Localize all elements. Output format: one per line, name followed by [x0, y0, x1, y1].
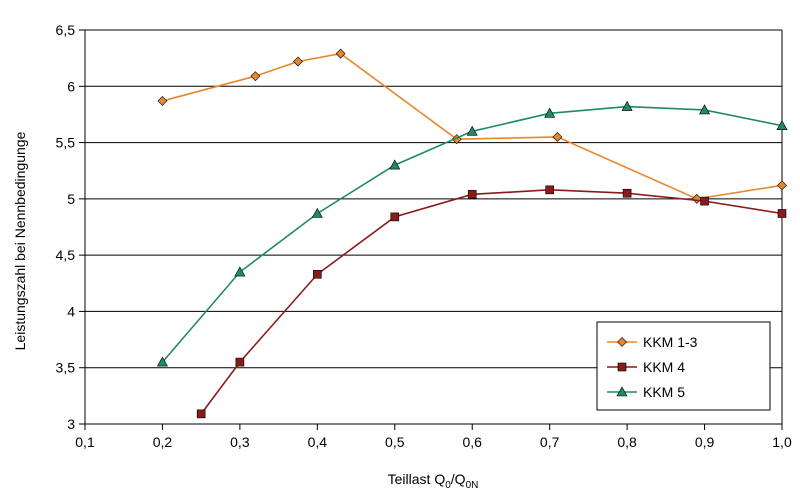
legend-label: KKM 5: [643, 384, 685, 400]
y-tick-label: 3,5: [56, 360, 76, 376]
x-tick-label: 0,3: [230, 434, 250, 450]
data-point: [552, 132, 563, 142]
data-point: [389, 159, 401, 170]
x-axis-title: Teillast Q0/Q0N: [388, 471, 479, 491]
data-point: [466, 125, 478, 136]
y-tick-label: 3: [67, 416, 75, 432]
data-point: [335, 48, 346, 59]
legend-label: KKM 4: [643, 359, 685, 375]
y-tick-label: 6: [67, 78, 75, 94]
x-tick-label: 0,5: [385, 434, 405, 450]
y-tick-label: 4,5: [56, 247, 76, 263]
legend-marker: [616, 386, 628, 397]
data-point: [621, 100, 633, 111]
data-point: [700, 196, 709, 206]
data-point: [250, 71, 261, 82]
data-point: [622, 188, 632, 198]
data-point: [691, 193, 702, 204]
data-point: [293, 56, 303, 67]
data-point: [467, 190, 477, 199]
y-axis-title: Leistungszahl bei Nennbedingunge: [12, 131, 28, 350]
series-3: [156, 100, 788, 367]
data-point: [777, 180, 787, 191]
data-point: [157, 95, 168, 106]
legend-item: KKM 1-3: [607, 334, 698, 350]
data-point: [235, 357, 245, 367]
x-tick-label: 0,6: [462, 434, 482, 450]
series-layer: [156, 48, 788, 419]
y-tick-label: 5: [67, 191, 75, 207]
x-tick-label: 0,1: [75, 434, 95, 450]
y-tick-label: 6,5: [56, 22, 76, 38]
data-point: [544, 107, 556, 118]
legend: KKM 1-3 KKM 4 KKM 5: [596, 321, 771, 411]
legend-item: KKM 5: [607, 384, 685, 400]
x-tick-label: 0,8: [617, 434, 637, 450]
y-tick-label: 5,5: [56, 135, 76, 151]
data-point: [234, 266, 246, 277]
axes: 3 3,5 4 4,5 5 5,5 6 6,5 0,1 0,2 0,3 0,4 0,5 0,6 0,7 0,8…: [56, 22, 792, 450]
data-point: [699, 104, 711, 115]
series-line: [162, 52, 783, 200]
x-tick-label: 0,7: [540, 434, 560, 450]
x-tick-label: 0,4: [308, 434, 328, 450]
series-2: [196, 185, 787, 419]
data-point: [196, 409, 206, 419]
y-tick-label: 4: [67, 303, 75, 319]
x-tick-label: 0,2: [153, 434, 173, 450]
series-1: [157, 48, 787, 204]
legend-marker: [617, 337, 627, 347]
legend-item: KKM 4: [607, 359, 685, 375]
data-point: [390, 212, 400, 222]
legend-marker: [617, 362, 627, 372]
data-point: [311, 207, 323, 218]
data-point: [156, 356, 168, 367]
data-point: [313, 269, 322, 279]
data-point: [776, 120, 788, 130]
gridlines: [85, 29, 782, 425]
x-tick-label: 1,0: [772, 434, 792, 450]
x-tick-label: 0,9: [695, 434, 715, 450]
legend-label: KKM 1-3: [643, 334, 698, 350]
data-point: [545, 185, 554, 195]
data-point: [777, 209, 787, 218]
